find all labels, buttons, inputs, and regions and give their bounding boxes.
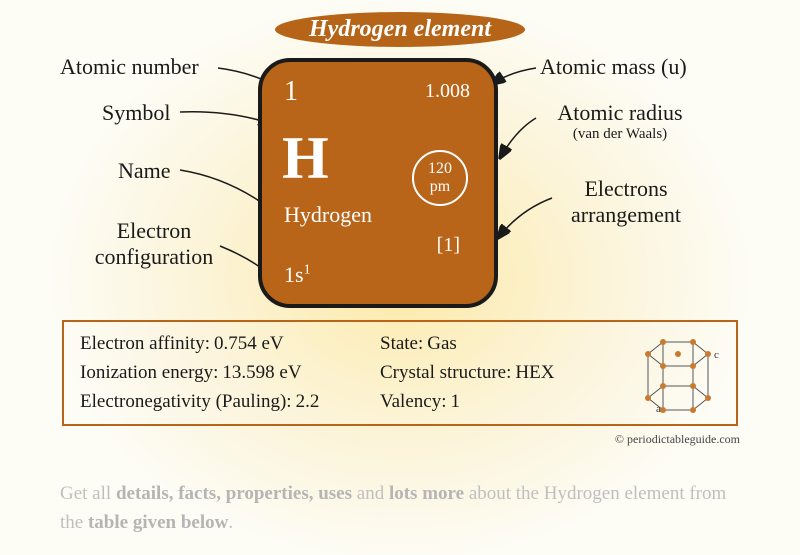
- k: Crystal structure:: [380, 362, 511, 383]
- credit-text: © periodictableguide.com: [615, 432, 740, 447]
- electron-config-value: 1s1: [284, 262, 311, 288]
- ft4: .: [228, 512, 233, 533]
- k: Electronegativity (Pauling):: [80, 391, 292, 412]
- k: Ionization energy:: [80, 362, 218, 383]
- atomic-number-value: 1: [284, 76, 298, 108]
- info-box: Electron affinity:0.754 eV Ionization en…: [62, 320, 738, 426]
- econf-base: 1s: [284, 262, 304, 287]
- radius-num: 120: [428, 160, 452, 178]
- info-ionization: Ionization energy:13.598 eV: [80, 362, 380, 384]
- atomic-radius-value: 120 pm: [412, 150, 468, 206]
- v: HEX: [515, 362, 554, 383]
- info-valency: Valency:1: [380, 391, 610, 413]
- name-value: Hydrogen: [284, 202, 372, 228]
- k: Valency:: [380, 391, 446, 412]
- v: 2.2: [296, 391, 320, 412]
- fb1: details, facts, properties, uses: [116, 483, 352, 504]
- v: Gas: [427, 333, 457, 354]
- ft1: Get all: [60, 483, 116, 504]
- axis-a: a: [656, 403, 661, 414]
- info-electronegativity: Electronegativity (Pauling):2.2: [80, 391, 380, 413]
- k: State:: [380, 333, 423, 354]
- electrons-arrangement-value: [1]: [437, 234, 460, 257]
- econf-sup: 1: [304, 263, 311, 278]
- symbol-value: H: [282, 124, 329, 193]
- atomic-mass-value: 1.008: [425, 80, 470, 103]
- ft2: and: [352, 483, 389, 504]
- fb2: lots more: [389, 483, 464, 504]
- v: 1: [450, 391, 460, 412]
- element-card: 1 1.008 H Hydrogen 1s1 120 pm [1]: [258, 58, 498, 308]
- info-col-left: Electron affinity:0.754 eV Ionization en…: [80, 330, 380, 416]
- axis-c: c: [714, 349, 719, 361]
- info-crystal: Crystal structure:HEX: [380, 362, 610, 384]
- v: 0.754 eV: [214, 333, 284, 354]
- k: Electron affinity:: [80, 333, 210, 354]
- info-col-mid: State:Gas Crystal structure:HEX Valency:…: [380, 330, 610, 416]
- info-state: State:Gas: [380, 333, 610, 355]
- radius-unit: pm: [430, 178, 450, 196]
- footer-text: Get all details, facts, properties, uses…: [60, 480, 740, 537]
- fb3: table given below: [88, 512, 228, 533]
- crystal-structure-icon: c a: [636, 332, 726, 414]
- info-electron-affinity: Electron affinity:0.754 eV: [80, 333, 380, 355]
- v: 13.598 eV: [222, 362, 301, 383]
